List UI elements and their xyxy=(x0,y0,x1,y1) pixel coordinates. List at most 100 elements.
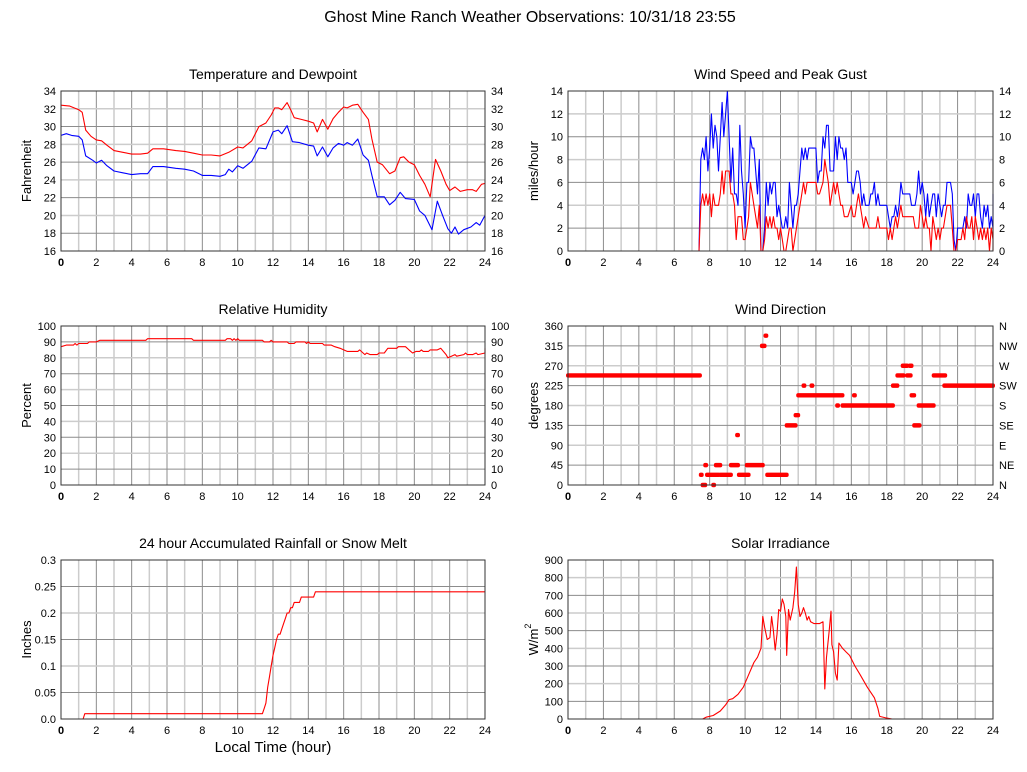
y-axis-label-text: W/m xyxy=(526,629,541,656)
y-tick-label: 135 xyxy=(545,420,563,432)
x-tick-label: 8 xyxy=(707,491,713,503)
x-tick-label: 6 xyxy=(164,725,170,737)
y-tick-label-right: 70 xyxy=(491,369,503,381)
x-tick-label: 4 xyxy=(636,491,642,503)
y-tick-label: 0 xyxy=(557,246,563,258)
x-tick-label: 24 xyxy=(987,725,999,737)
chart-title: Wind Speed and Peak Gust xyxy=(694,66,867,82)
y-tick-label: 10 xyxy=(44,464,56,476)
x-tick-label: 2 xyxy=(93,257,99,269)
y-tick-label: 30 xyxy=(44,432,56,444)
data-point xyxy=(809,383,815,388)
page-title: Ghost Mine Ranch Weather Observations: 1… xyxy=(324,9,736,26)
x-tick-label: 2 xyxy=(93,491,99,503)
data-point xyxy=(736,472,751,478)
y-tick-label: 12 xyxy=(551,109,563,121)
y-tick-label-right: E xyxy=(999,440,1006,452)
x-tick-label: 22 xyxy=(444,257,456,269)
y-tick-label: 200 xyxy=(545,679,563,691)
x-tick-label: 24 xyxy=(479,725,491,737)
series-points-wind-direction xyxy=(566,333,995,488)
y-tick-label: 20 xyxy=(44,210,56,222)
x-tick-label: 10 xyxy=(739,491,751,503)
y-tick-label: 0.1 xyxy=(41,661,56,673)
x-tick-label: 6 xyxy=(671,257,677,269)
y-tick-label: 400 xyxy=(545,643,563,655)
y-tick-label: 90 xyxy=(551,440,563,452)
x-tick-label: 12 xyxy=(267,725,279,737)
x-tick-label: 20 xyxy=(916,491,928,503)
y-axis-label: W/m2 xyxy=(523,624,541,656)
y-axis-label-text: degrees xyxy=(526,382,541,429)
data-point xyxy=(763,333,769,338)
y-tick-label: 45 xyxy=(551,460,563,472)
x-tick-label: 0 xyxy=(58,491,64,503)
y-tick-label: 10 xyxy=(551,132,563,144)
x-tick-label: 22 xyxy=(951,725,963,737)
y-tick-label-right: 18 xyxy=(491,228,503,240)
x-tick-label: 8 xyxy=(199,491,205,503)
data-point xyxy=(900,363,910,368)
y-axis-label-superscript: 2 xyxy=(523,624,533,629)
chart-title: 24 hour Accumulated Rainfall or Snow Mel… xyxy=(139,535,407,551)
y-tick-label: 100 xyxy=(38,321,56,333)
y-tick-label-right: 0 xyxy=(491,480,497,492)
y-tick-label-right: NW xyxy=(999,341,1018,353)
x-tick-label: 24 xyxy=(479,257,491,269)
y-tick-label-right: 100 xyxy=(491,321,509,333)
y-tick-label-right: 24 xyxy=(491,175,503,187)
y-tick-label: 0.0 xyxy=(41,714,56,726)
y-tick-label: 100 xyxy=(545,696,563,708)
y-tick-label: 40 xyxy=(44,416,56,428)
plot-frame xyxy=(567,90,994,252)
data-point xyxy=(890,383,900,388)
y-tick-label-right: 26 xyxy=(491,157,503,169)
y-tick-label: 16 xyxy=(44,246,56,258)
x-tick-label: 12 xyxy=(774,257,786,269)
data-point xyxy=(784,423,798,428)
y-tick-label-right: SE xyxy=(999,420,1014,432)
y-tick-label-right: S xyxy=(999,401,1006,413)
y-tick-label-right: 4 xyxy=(999,200,1005,212)
data-point xyxy=(744,462,765,468)
x-tick-label: 12 xyxy=(774,725,786,737)
x-tick-label: 12 xyxy=(774,491,786,503)
y-axis-label-text: Percent xyxy=(19,383,34,428)
x-tick-label: 10 xyxy=(739,257,751,269)
plot-frame xyxy=(567,559,994,720)
y-tick-label: 2 xyxy=(557,223,563,235)
y-tick-label: 26 xyxy=(44,157,56,169)
x-tick-label: 10 xyxy=(232,491,244,503)
x-tick-label: 8 xyxy=(707,725,713,737)
data-point xyxy=(942,383,995,388)
x-tick-label: 20 xyxy=(408,257,420,269)
y-tick-label: 600 xyxy=(545,608,563,620)
chart-title: Temperature and Dewpoint xyxy=(189,66,357,82)
y-tick-label-right: 80 xyxy=(491,353,503,365)
y-tick-label: 18 xyxy=(44,228,56,240)
y-tick-label: 20 xyxy=(44,448,56,460)
x-tick-label: 18 xyxy=(881,491,893,503)
y-tick-label-right: 14 xyxy=(999,86,1011,98)
x-tick-label: 16 xyxy=(845,725,857,737)
y-tick-label-right: 28 xyxy=(491,139,503,151)
y-tick-label-right: 12 xyxy=(999,109,1011,121)
y-tick-label: 28 xyxy=(44,139,56,151)
y-tick-label-right: 6 xyxy=(999,177,1005,189)
y-tick-label: 8 xyxy=(557,155,563,167)
x-tick-label: 6 xyxy=(671,491,677,503)
y-tick-label-right: 60 xyxy=(491,385,503,397)
y-tick-label-right: 20 xyxy=(491,448,503,460)
y-tick-label: 24 xyxy=(44,175,56,187)
x-tick-label: 18 xyxy=(373,491,385,503)
y-tick-label: 225 xyxy=(545,381,563,393)
data-point xyxy=(905,373,913,378)
y-tick-label: 180 xyxy=(545,401,563,413)
x-tick-label: 16 xyxy=(845,491,857,503)
data-point xyxy=(793,413,801,418)
y-tick-label: 300 xyxy=(545,661,563,673)
data-point xyxy=(698,472,704,478)
x-tick-label: 16 xyxy=(338,491,350,503)
y-tick-label-right: NE xyxy=(999,460,1014,472)
